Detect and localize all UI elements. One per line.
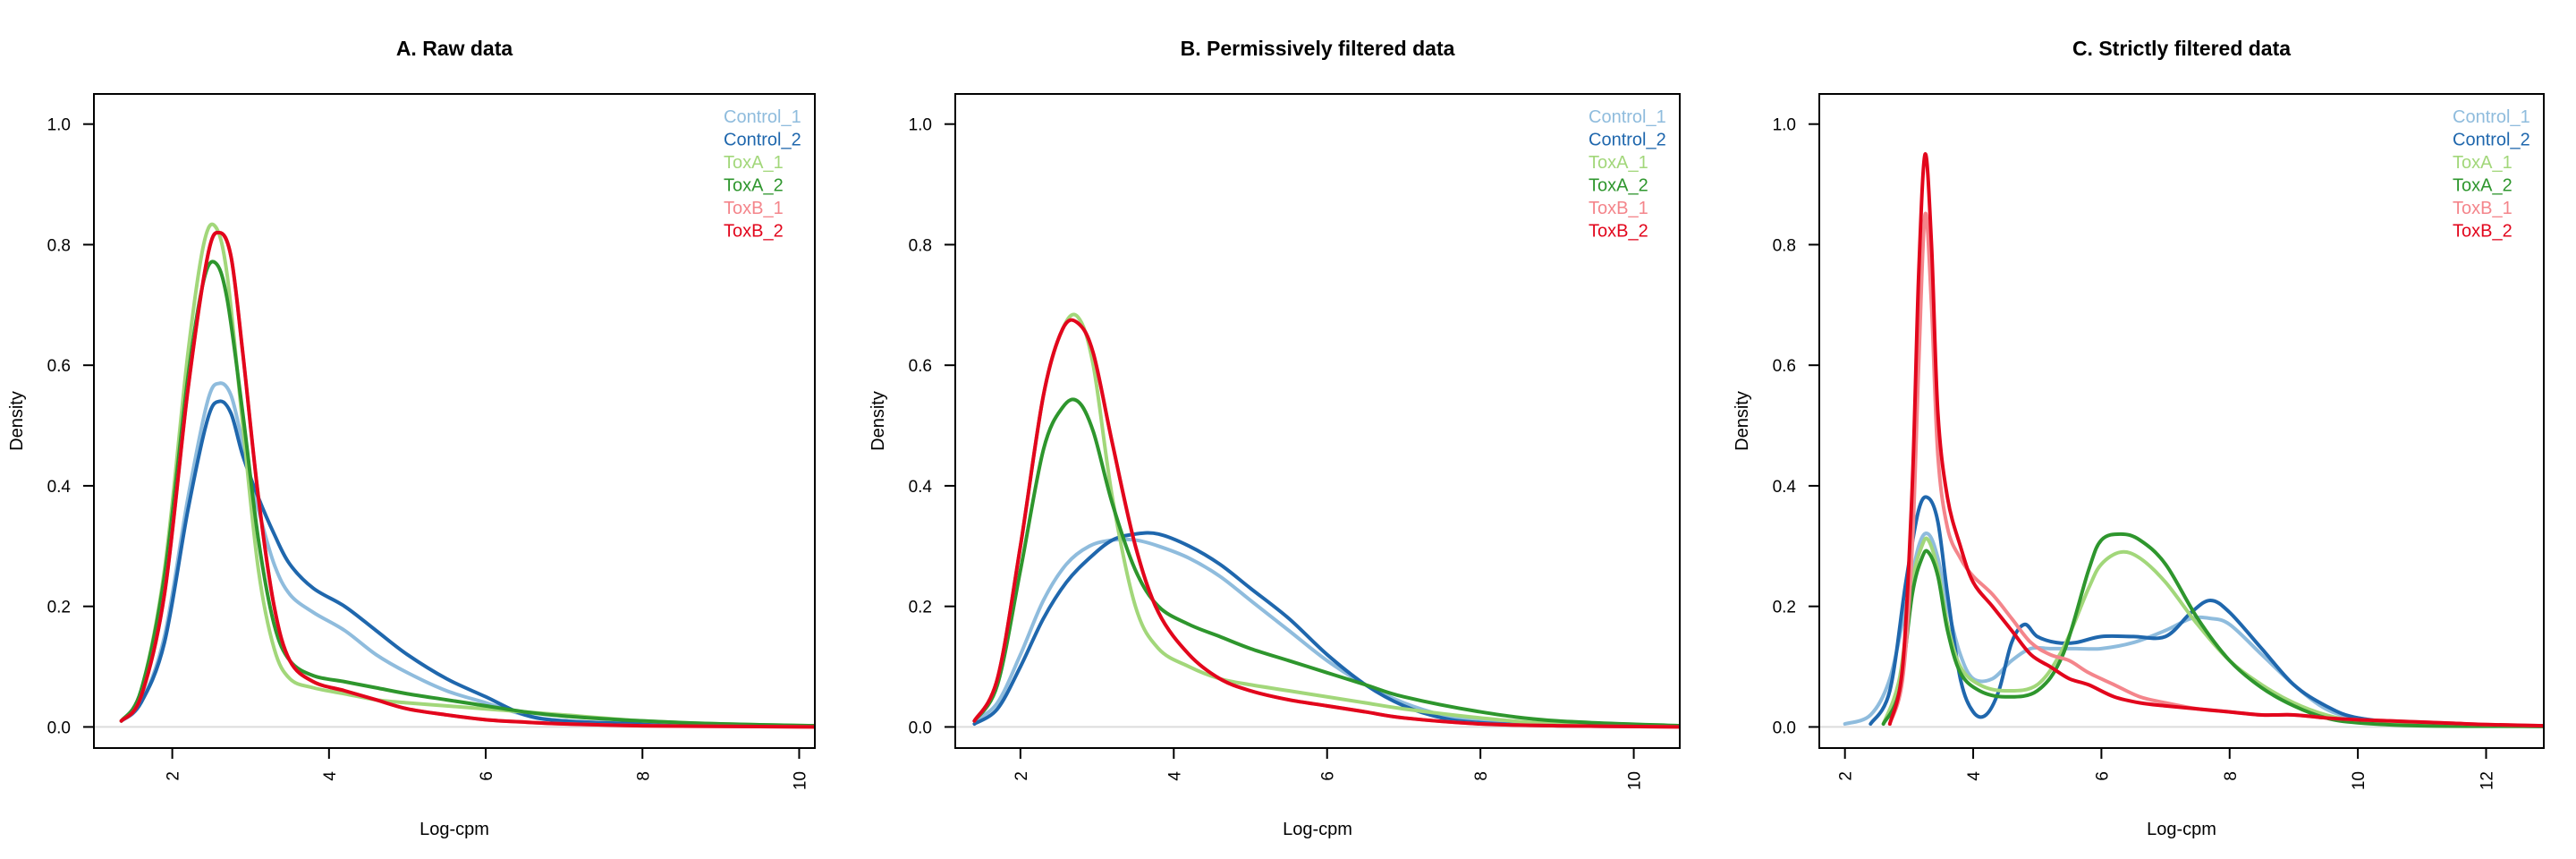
chart-panel-2: B. Permissively filtered data 0.0 0.2 0.4 0.…	[869, 37, 1681, 839]
chart-legend: Control_1 Control_2 ToxA_1 ToxA_2 ToxB_1 ToxB…	[2453, 107, 2530, 242]
legend-entry-toxa-1: ToxA_1	[724, 153, 784, 173]
chart-panel-1: A. Raw data 0.0 0.2 0.4 0.6 0.8 1.0 2 4 6 8 10 Log-c…	[7, 37, 816, 839]
y-tick-label: 0.6	[47, 357, 71, 376]
y-axis-label: Density	[869, 391, 888, 451]
plot-frame	[93, 93, 816, 749]
series-line-toxa-1	[972, 312, 1680, 728]
legend-entry-control-1: Control_1	[724, 107, 801, 127]
y-tick-label: 0.2	[47, 599, 71, 617]
chart-title: B. Permissively filtered data	[1181, 37, 1455, 60]
x-axis-label: Log-cpm	[2147, 820, 2216, 839]
y-tick-label: 0.6	[1773, 357, 1796, 376]
series-line-toxa-2	[1881, 532, 2544, 728]
y-axis-label: Density	[7, 391, 27, 451]
y-tick-label: 0.2	[1773, 599, 1796, 617]
x-tick-label: 8	[1472, 771, 1491, 781]
series-line-control-2	[119, 399, 815, 728]
legend-entry-toxa-1: ToxA_1	[2453, 153, 2512, 173]
chart-panel-3: C. Strictly filtered data 0.0 0.2 0.4 0.6 0.8…	[1733, 37, 2545, 839]
legend-entry-toxb-2: ToxB_2	[724, 222, 784, 242]
series-line-toxa-1	[1881, 536, 2544, 728]
series-line-control-1	[119, 381, 815, 728]
y-tick-label: 0.6	[909, 357, 932, 376]
plot-frame	[1818, 93, 2545, 749]
y-tick-label: 0.0	[47, 719, 71, 737]
y-tick-label: 0.2	[909, 599, 932, 617]
legend-entry-control-2: Control_2	[2453, 131, 2530, 150]
series-line-toxb-1	[119, 230, 815, 729]
series-line-toxb-2	[119, 230, 815, 729]
x-tick-label: 6	[478, 771, 496, 781]
x-tick-label: 10	[2350, 771, 2368, 790]
y-tick-label: 1.0	[47, 116, 71, 135]
x-tick-label: 12	[2478, 771, 2496, 790]
series-line-toxb-2	[972, 318, 1680, 729]
x-tick-label: 4	[321, 771, 340, 781]
y-tick-label: 0.8	[47, 236, 71, 255]
x-tick-label: 6	[2093, 771, 2112, 781]
legend-entry-control-2: Control_2	[724, 131, 801, 150]
chart-title: A. Raw data	[396, 37, 513, 60]
legend-entry-toxb-2: ToxB_2	[2453, 222, 2512, 242]
y-tick-label: 0.8	[1773, 236, 1796, 255]
series-line-toxa-2	[972, 397, 1680, 728]
x-tick-label: 10	[791, 771, 809, 790]
legend-entry-toxa-2: ToxA_2	[1589, 176, 1648, 196]
series-line-toxb-2	[1887, 152, 2544, 728]
x-tick-label: 2	[165, 771, 183, 781]
legend-entry-toxb-2: ToxB_2	[1589, 222, 1648, 242]
x-tick-label: 2	[1013, 771, 1031, 781]
series-line-control-2	[972, 531, 1680, 728]
legend-entry-toxa-2: ToxA_2	[2453, 176, 2512, 196]
series-line-control-1	[972, 537, 1680, 728]
y-tick-label: 0.8	[909, 236, 932, 255]
legend-entry-control-1: Control_1	[2453, 107, 2530, 127]
chart-title: C. Strictly filtered data	[2072, 37, 2291, 60]
series-line-toxa-2	[119, 259, 815, 728]
legend-entry-toxb-1: ToxB_1	[2453, 199, 2512, 218]
y-axis-label: Density	[1733, 391, 1752, 451]
y-tick-label: 1.0	[909, 116, 932, 135]
y-tick-label: 0.4	[1773, 478, 1797, 497]
plot-frame	[954, 93, 1681, 749]
legend-entry-toxb-1: ToxB_1	[724, 199, 784, 218]
legend-entry-control-1: Control_1	[1589, 107, 1666, 127]
chart-legend: Control_1 Control_2 ToxA_1 ToxA_2 ToxB_1 ToxB…	[1589, 107, 1666, 242]
x-tick-label: 8	[2222, 771, 2241, 781]
y-tick-label: 0.0	[909, 719, 932, 737]
series-line-control-2	[1868, 495, 2544, 728]
chart-legend: Control_1 Control_2 ToxA_1 ToxA_2 ToxB_1 ToxB…	[724, 107, 801, 242]
y-tick-label: 1.0	[1773, 116, 1796, 135]
series-line-toxb-1	[972, 318, 1680, 729]
y-tick-label: 0.4	[47, 478, 72, 497]
legend-entry-toxa-2: ToxA_2	[724, 176, 784, 196]
legend-entry-toxb-1: ToxB_1	[1589, 199, 1648, 218]
y-tick-label: 0.4	[909, 478, 933, 497]
x-tick-label: 4	[1165, 771, 1184, 781]
x-tick-label: 10	[1626, 771, 1645, 790]
x-tick-label: 4	[1965, 771, 1984, 781]
y-tick-label: 0.0	[1773, 719, 1796, 737]
x-axis-label: Log-cpm	[419, 820, 489, 839]
legend-entry-control-2: Control_2	[1589, 131, 1666, 150]
x-tick-label: 2	[1837, 771, 1856, 781]
x-tick-label: 6	[1319, 771, 1338, 781]
series-line-toxa-1	[119, 222, 815, 728]
legend-entry-toxa-1: ToxA_1	[1589, 153, 1648, 173]
x-axis-label: Log-cpm	[1283, 820, 1352, 839]
x-tick-label: 8	[634, 771, 653, 781]
